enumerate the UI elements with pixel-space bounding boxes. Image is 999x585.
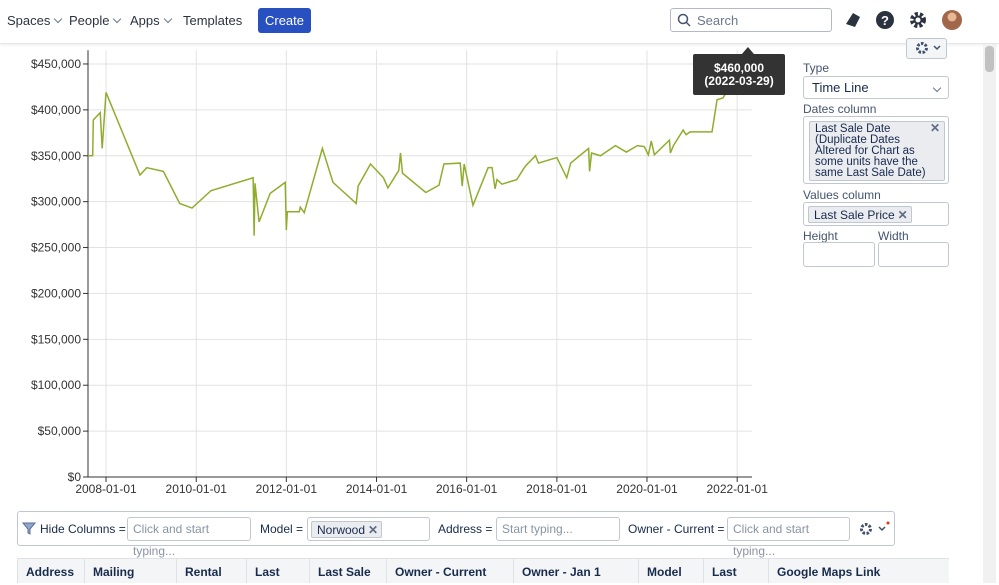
column-header[interactable]: Last Sale [309,558,386,583]
dates-label: Dates column [803,102,877,116]
y-tick-label: $100,000 [31,378,81,392]
height-input[interactable] [803,242,875,267]
remove-icon[interactable]: ✕ [367,523,379,537]
values-tag-text: Last Sale Price [814,208,895,222]
x-tick-label: 2012-01-01 [256,482,318,496]
filter-bar: Hide Columns = Click and start typing...… [17,511,895,558]
settings-icon[interactable] [910,12,926,28]
model-label: Model = [260,522,304,536]
values-label: Values column [803,188,881,202]
y-tick-label: $400,000 [31,103,81,117]
top-nav: Spaces People Apps Templates Create Sear… [0,0,999,44]
nav-spaces-text[interactable]: Spaces [7,13,51,28]
nav-templates[interactable]: Templates [183,13,243,28]
scrollbar [983,44,996,583]
x-tick-label: 2014-01-01 [346,482,408,496]
values-select[interactable]: Last Sale Price ✕ [803,202,949,226]
y-tick-label: $250,000 [31,241,81,255]
create-button[interactable]: Create [258,8,311,33]
model-tag: Norwood ✕ [311,521,383,538]
svg-text:?: ? [881,13,889,28]
nav-people[interactable]: People [69,13,122,28]
gear-icon [916,42,941,54]
nav-spaces[interactable]: Spaces [7,13,63,28]
y-tick-label: $450,000 [31,57,81,71]
dates-tag: Last Sale Date (Duplicate Dates Altered … [809,121,945,181]
data-line [88,54,749,236]
filter-settings[interactable] [857,520,893,538]
column-header[interactable]: Rental [176,558,246,583]
filter-icon [22,522,36,535]
x-tick-label: 2022-01-01 [706,482,768,496]
hide-columns-input[interactable]: Click and start typing... [127,517,251,558]
scrollbar-thumb[interactable] [985,46,994,72]
chart: $0 $50,000 $100,000 $150,000 $200,000 $250,00… [31,47,785,496]
address-input[interactable]: Start typing... [496,517,620,541]
column-header[interactable]: Last [703,558,768,583]
tooltip [693,54,785,95]
hide-columns-label: Hide Columns = [40,522,126,536]
tooltip-date: (2022-03-29) [704,74,773,88]
nav-apps-text[interactable]: Apps [130,13,160,28]
y-tick-label: $200,000 [31,286,81,300]
tooltip-arrow [741,47,754,54]
width-input[interactable] [878,242,949,267]
dates-tag-text: Last Sale Date (Duplicate Dates Altered … [815,123,926,179]
search-box[interactable]: Search [670,8,832,32]
y-tick-label: $50,000 [38,424,82,438]
column-header[interactable]: Mailing [84,558,176,583]
model-tag-text: Norwood [317,523,366,537]
y-tick-label: $350,000 [31,149,81,163]
tooltip-value: $460,000 [714,61,764,75]
owner-label: Owner - Current = [628,522,725,536]
dates-select[interactable]: Last Sale Date (Duplicate Dates Altered … [803,116,949,184]
column-header[interactable]: Owner - Current [386,558,513,583]
x-tick-label: 2018-01-01 [526,482,588,496]
column-header[interactable]: Owner - Jan 1 [513,558,638,583]
address-label: Address = [438,522,493,536]
x-tick-label: 2016-01-01 [436,482,498,496]
remove-icon[interactable]: ✕ [897,208,908,222]
notifications-icon[interactable] [846,13,860,27]
nav-people-text[interactable]: People [69,13,110,28]
height-label: Height [803,229,838,243]
column-header[interactable]: Google Maps Link [768,558,949,583]
owner-input[interactable]: Click and start typing... [727,517,850,558]
help-icon[interactable] [876,11,894,29]
column-header[interactable]: Model [638,558,703,583]
type-select[interactable]: Time Line [803,76,949,99]
chart-settings-button[interactable] [906,38,947,59]
column-header[interactable]: Address [17,558,84,583]
y-tick-label: $150,000 [31,332,81,346]
y-tick-label: $300,000 [31,195,81,209]
nav-apps[interactable]: Apps [130,13,172,28]
values-tag: Last Sale Price ✕ [808,206,912,223]
x-tick-label: 2020-01-01 [616,482,678,496]
nav-icons: ? [677,10,962,30]
column-header[interactable]: Last [246,558,309,583]
type-label: Type [803,61,830,75]
remove-icon[interactable]: ✕ [929,121,940,135]
type-value[interactable]: Time Line [812,80,869,95]
model-input[interactable]: Norwood ✕ [307,517,430,541]
x-tick-label: 2008-01-01 [75,482,137,496]
width-label: Width [878,229,909,243]
y-tick-label: $0 [68,470,82,484]
x-tick-label: 2010-01-01 [166,482,228,496]
